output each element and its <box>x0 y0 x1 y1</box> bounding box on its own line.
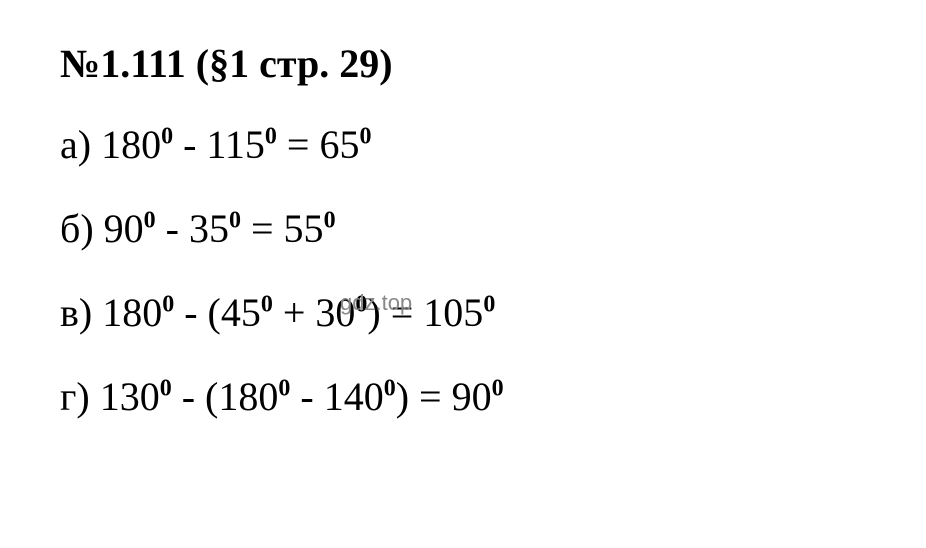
expr-c: 1800 - (450 + 300) = 1050 <box>102 290 495 335</box>
problem-section: (§1 стр. 29) <box>196 41 393 86</box>
problem-title: №1.111 (§1 стр. 29) <box>60 40 866 87</box>
document-content: №1.111 (§1 стр. 29) а) 1800 - 1150 = 650… <box>0 0 926 493</box>
expr-d: 1300 - (1800 - 1400) = 900 <box>100 374 504 419</box>
equation-d: г) 1300 - (1800 - 1400) = 900 <box>60 369 866 425</box>
equation-c: в) 1800 - (450 + 300) = 1050 <box>60 285 866 341</box>
problem-number: №1.111 <box>60 41 186 86</box>
watermark-text: gdz.top <box>340 290 412 316</box>
expr-a: 1800 - 1150 = 650 <box>101 122 371 167</box>
expr-b: 900 - 350 = 550 <box>104 206 336 251</box>
label-d: г) <box>60 374 90 419</box>
label-a: а) <box>60 122 91 167</box>
equation-b: б) 900 - 350 = 550 <box>60 201 866 257</box>
label-b: б) <box>60 206 94 251</box>
equation-a: а) 1800 - 1150 = 650 <box>60 117 866 173</box>
label-c: в) <box>60 290 92 335</box>
